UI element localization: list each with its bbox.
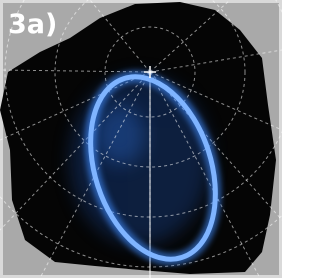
panel-label: 3a) [8,9,57,40]
aurora-image: 3a) [0,0,282,278]
